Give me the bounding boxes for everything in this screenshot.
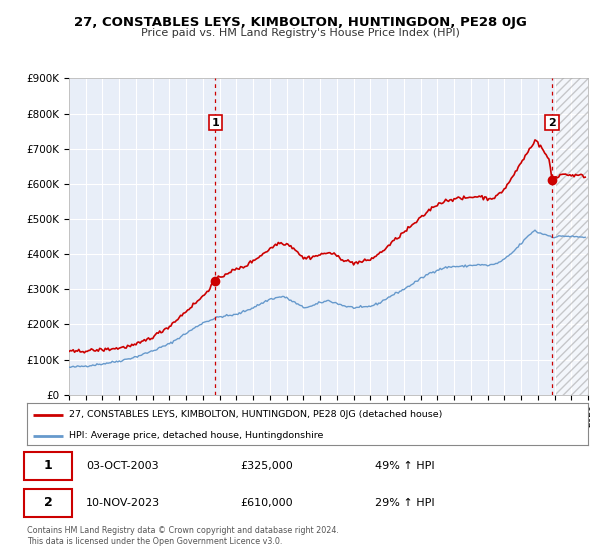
Text: 03-OCT-2003: 03-OCT-2003 <box>86 461 158 471</box>
FancyBboxPatch shape <box>24 489 72 517</box>
Text: 1: 1 <box>212 118 220 128</box>
Text: £325,000: £325,000 <box>240 461 293 471</box>
FancyBboxPatch shape <box>24 452 72 480</box>
Text: 1: 1 <box>44 459 53 473</box>
Text: 2: 2 <box>548 118 556 128</box>
Text: 29% ↑ HPI: 29% ↑ HPI <box>375 498 434 508</box>
Text: 10-NOV-2023: 10-NOV-2023 <box>86 498 160 508</box>
Text: HPI: Average price, detached house, Huntingdonshire: HPI: Average price, detached house, Hunt… <box>69 431 323 441</box>
Bar <box>556 78 588 395</box>
Text: £610,000: £610,000 <box>240 498 293 508</box>
Text: 2: 2 <box>44 496 53 510</box>
Text: 49% ↑ HPI: 49% ↑ HPI <box>375 461 434 471</box>
Text: 27, CONSTABLES LEYS, KIMBOLTON, HUNTINGDON, PE28 0JG (detached house): 27, CONSTABLES LEYS, KIMBOLTON, HUNTINGD… <box>69 410 442 419</box>
Text: Contains HM Land Registry data © Crown copyright and database right 2024.
This d: Contains HM Land Registry data © Crown c… <box>27 526 339 546</box>
Text: 27, CONSTABLES LEYS, KIMBOLTON, HUNTINGDON, PE28 0JG: 27, CONSTABLES LEYS, KIMBOLTON, HUNTINGD… <box>74 16 526 29</box>
Bar <box>556 78 588 395</box>
Text: Price paid vs. HM Land Registry's House Price Index (HPI): Price paid vs. HM Land Registry's House … <box>140 28 460 38</box>
